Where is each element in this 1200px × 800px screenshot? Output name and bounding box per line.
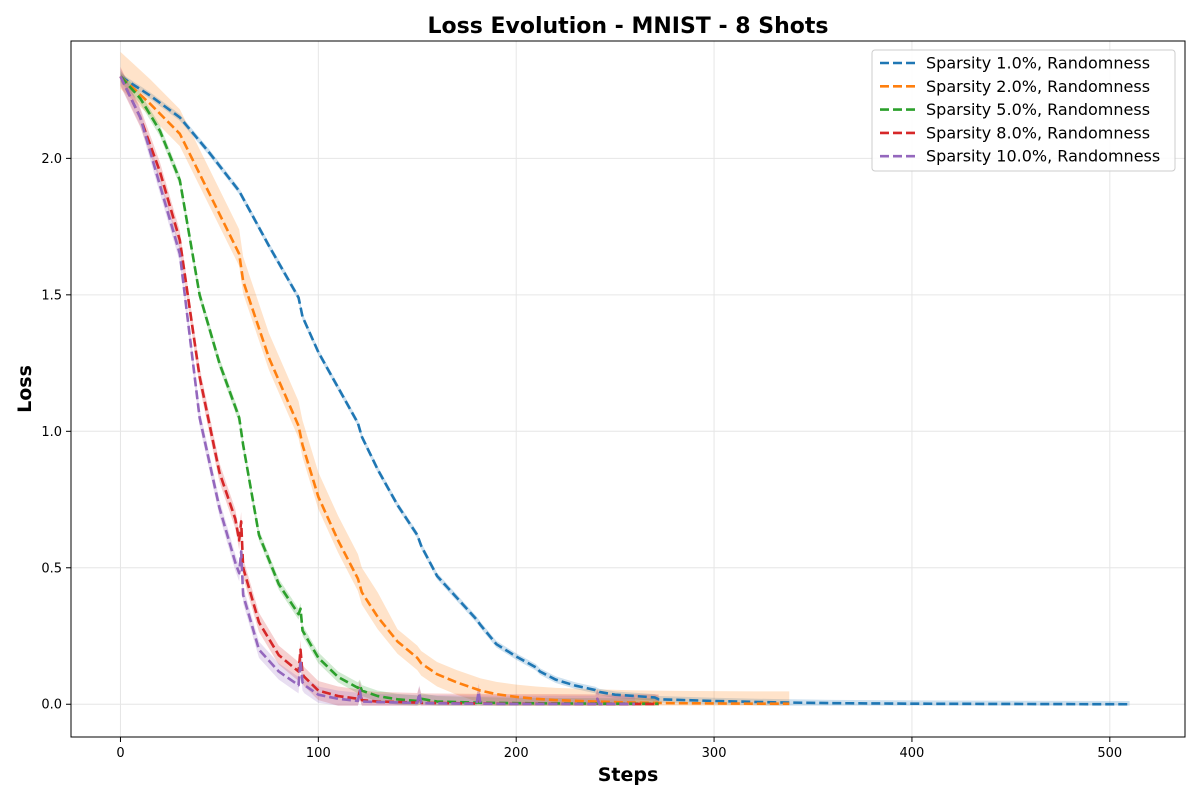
y-tick-label: 1.0 [41, 425, 62, 440]
series-band-2 [120, 51, 790, 706]
y-tick-label: 2.0 [41, 152, 62, 167]
x-tick-label: 0 [116, 746, 124, 761]
x-axis-title: Steps [598, 764, 659, 786]
legend: Sparsity 1.0%, Randomness Sparsity 2.0%, … [871, 49, 1176, 172]
legend-box [871, 49, 1176, 172]
x-axis-ticks: 0 100 200 300 400 500 [116, 737, 1122, 761]
series-band-3 [120, 71, 659, 706]
chart-title: Loss Evolution - MNIST - 8 Shots [428, 14, 829, 39]
confidence-bands [120, 51, 1130, 706]
series-line-1 [119, 75, 1130, 706]
legend-label: Sparsity 5.0%, Randomness [926, 100, 1150, 119]
series-lines [119, 75, 1130, 706]
x-tick-label: 300 [702, 746, 727, 761]
x-tick-label: 500 [1097, 746, 1122, 761]
y-axis-ticks: 0.0 0.5 1.0 1.5 2.0 [41, 152, 71, 713]
y-tick-label: 1.5 [41, 288, 62, 303]
legend-label: Sparsity 2.0%, Randomness [926, 77, 1150, 96]
plot-frame [70, 40, 1186, 738]
legend-label: Sparsity 10.0%, Randomness [926, 147, 1160, 166]
legend-label: Sparsity 1.0%, Randomness [926, 54, 1150, 73]
x-tick-label: 100 [306, 746, 331, 761]
legend-label: Sparsity 8.0%, Randomness [926, 123, 1150, 142]
y-tick-label: 0.5 [41, 561, 62, 576]
x-tick-label: 200 [504, 746, 529, 761]
y-axis-title: Loss [14, 365, 36, 413]
y-tick-label: 0.0 [41, 698, 62, 713]
series-line-2 [119, 75, 790, 706]
x-tick-label: 400 [900, 746, 925, 761]
series-line-5 [119, 75, 635, 706]
